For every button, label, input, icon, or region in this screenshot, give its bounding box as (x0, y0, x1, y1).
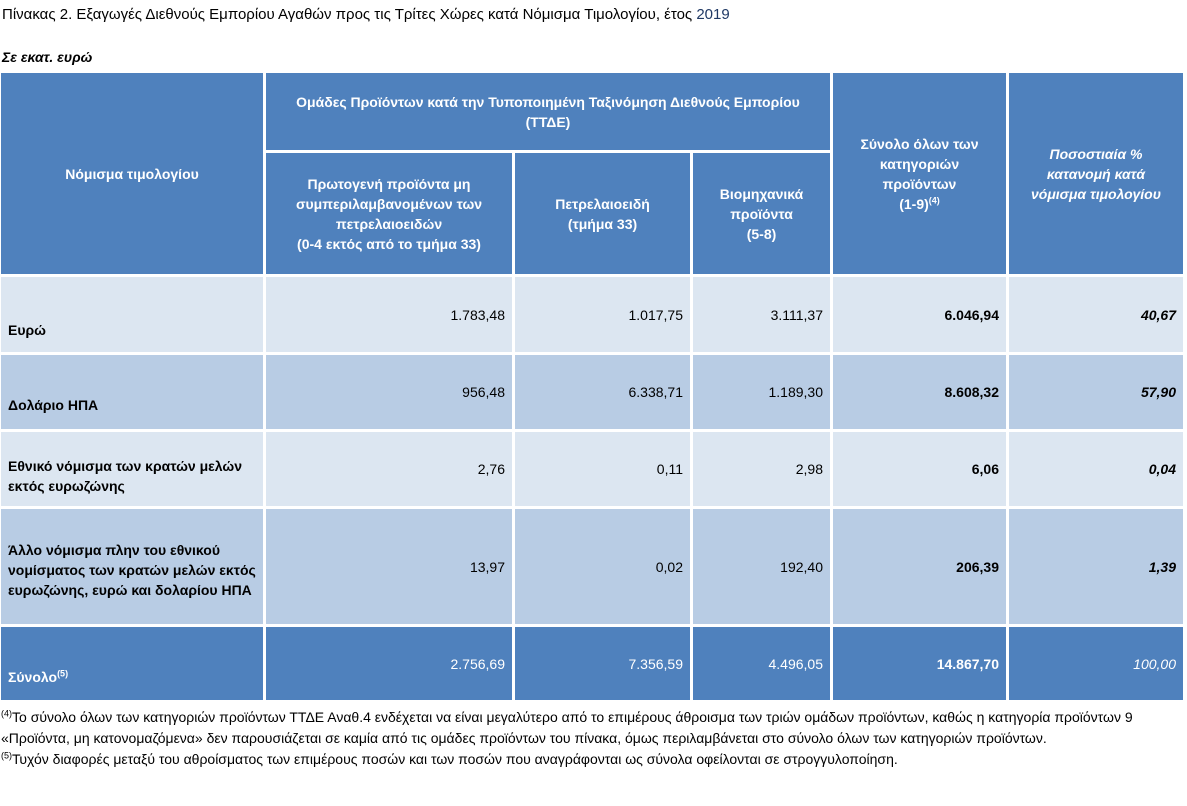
header-primary-line2: συμπεριλαμβανομένων των (295, 195, 483, 212)
title-year: 2019 (696, 6, 730, 23)
table-row: Ευρώ 1.783,48 1.017,75 3.111,37 6.046,94… (1, 277, 1186, 355)
total-primary: 2.756,69 (266, 627, 515, 703)
header-product-groups: Ομάδες Προϊόντων κατά την Τυποποιημένη Τ… (266, 73, 833, 153)
cell-total: 6,06 (833, 432, 1009, 509)
header-petroleum: Πετρελαιοειδή (τμήμα 33) (515, 153, 693, 277)
footnote-5-text: Τυχόν διαφορές μεταξύ του αθροίσματος τω… (12, 751, 898, 767)
cell-share: 57,90 (1009, 355, 1186, 432)
cell-share: 0,04 (1009, 432, 1186, 509)
table-total-row: Σύνολο(5) 2.756,69 7.356,59 4.496,05 14.… (1, 627, 1186, 703)
cell-primary: 956,48 (266, 355, 515, 432)
row-label: Δολάριο ΗΠΑ (1, 355, 266, 432)
total-label: Σύνολο(5) (1, 627, 266, 703)
header-primary-line4: (0-4 εκτός από το τμήμα 33) (297, 235, 481, 252)
footnote-4-mark: (4) (1, 708, 12, 719)
footnotes: (4)Το σύνολο όλων των κατηγοριών προϊόντ… (1, 707, 1185, 770)
header-total-line1: Σύνολο όλων των (860, 135, 979, 152)
table-row: Δολάριο ΗΠΑ 956,48 6.338,71 1.189,30 8.6… (1, 355, 1186, 432)
cell-total: 6.046,94 (833, 277, 1009, 355)
header-share-line1: Ποσοστιαία % (1049, 145, 1143, 162)
row-label: Άλλο νόμισμα πλην του εθνικού νομίσματος… (1, 509, 266, 627)
cell-primary: 13,97 (266, 509, 515, 627)
total-industrial: 4.496,05 (693, 627, 833, 703)
header-total-sup: (4) (928, 194, 940, 205)
row-label: Ευρώ (1, 277, 266, 355)
header-petroleum-line2: (τμήμα 33) (567, 215, 638, 232)
header-share-line3: νόμισμα τιμολογίου (1031, 185, 1161, 202)
total-label-text: Σύνολο (8, 668, 58, 685)
cell-petroleum: 6.338,71 (515, 355, 693, 432)
header-primary-line3: πετρελαιοειδών (335, 215, 443, 232)
row-label: Εθνικό νόμισμα των κρατών μελών εκτός ευ… (1, 432, 266, 509)
header-share-line2: κατανομή κατά (1046, 165, 1146, 182)
cell-industrial: 1.189,30 (693, 355, 833, 432)
footnote-4: (4)Το σύνολο όλων των κατηγοριών προϊόντ… (1, 707, 1185, 749)
cell-primary: 1.783,48 (266, 277, 515, 355)
cell-petroleum: 1.017,75 (515, 277, 693, 355)
title-text: Πίνακας 2. Εξαγωγές Διεθνούς Εμπορίου Αγ… (2, 6, 697, 23)
header-total-line2: κατηγοριών (879, 155, 960, 172)
header-share: Ποσοστιαία % κατανομή κατά νόμισμα τιμολ… (1009, 73, 1186, 277)
cell-industrial: 2,98 (693, 432, 833, 509)
header-industrial-line1: Βιομηχανικά (719, 185, 804, 202)
units-label: Σε εκατ. ευρώ (2, 49, 93, 65)
header-total-line3: προϊόντων (882, 175, 957, 192)
header-industrial-line3: (5-8) (746, 225, 777, 242)
header-currency: Νόμισμα τιμολογίου (1, 73, 266, 277)
total-label-sup: (5) (57, 667, 69, 678)
cell-total: 206,39 (833, 509, 1009, 627)
cell-share: 40,67 (1009, 277, 1186, 355)
table-row: Άλλο νόμισμα πλην του εθνικού νομίσματος… (1, 509, 1186, 627)
total-total: 14.867,70 (833, 627, 1009, 703)
cell-industrial: 3.111,37 (693, 277, 833, 355)
header-total-line4: (1-9) (899, 195, 929, 212)
header-industrial-line2: προϊόντα (730, 205, 793, 222)
header-total: Σύνολο όλων των κατηγοριών προϊόντων (1-… (833, 73, 1009, 277)
cell-industrial: 192,40 (693, 509, 833, 627)
total-share: 100,00 (1009, 627, 1186, 703)
footnote-5-mark: (5) (1, 750, 12, 761)
cell-petroleum: 0,11 (515, 432, 693, 509)
header-petroleum-line1: Πετρελαιοειδή (555, 195, 650, 212)
cell-primary: 2,76 (266, 432, 515, 509)
cell-petroleum: 0,02 (515, 509, 693, 627)
header-industrial: Βιομηχανικά προϊόντα (5-8) (693, 153, 833, 277)
total-petroleum: 7.356,59 (515, 627, 693, 703)
cell-share: 1,39 (1009, 509, 1186, 627)
header-primary-line1: Πρωτογενή προϊόντα μη (307, 175, 471, 192)
exports-table: Νόμισμα τιμολογίου Ομάδες Προϊόντων κατά… (1, 73, 1186, 703)
table-row: Εθνικό νόμισμα των κρατών μελών εκτός ευ… (1, 432, 1186, 509)
page-title: Πίνακας 2. Εξαγωγές Διεθνούς Εμπορίου Αγ… (2, 6, 730, 23)
footnote-5: (5)Τυχόν διαφορές μεταξύ του αθροίσματος… (1, 749, 1185, 770)
footnote-4-text: Το σύνολο όλων των κατηγοριών προϊόντων … (1, 709, 1133, 746)
cell-total: 8.608,32 (833, 355, 1009, 432)
header-primary: Πρωτογενή προϊόντα μη συμπεριλαμβανομένω… (266, 153, 515, 277)
